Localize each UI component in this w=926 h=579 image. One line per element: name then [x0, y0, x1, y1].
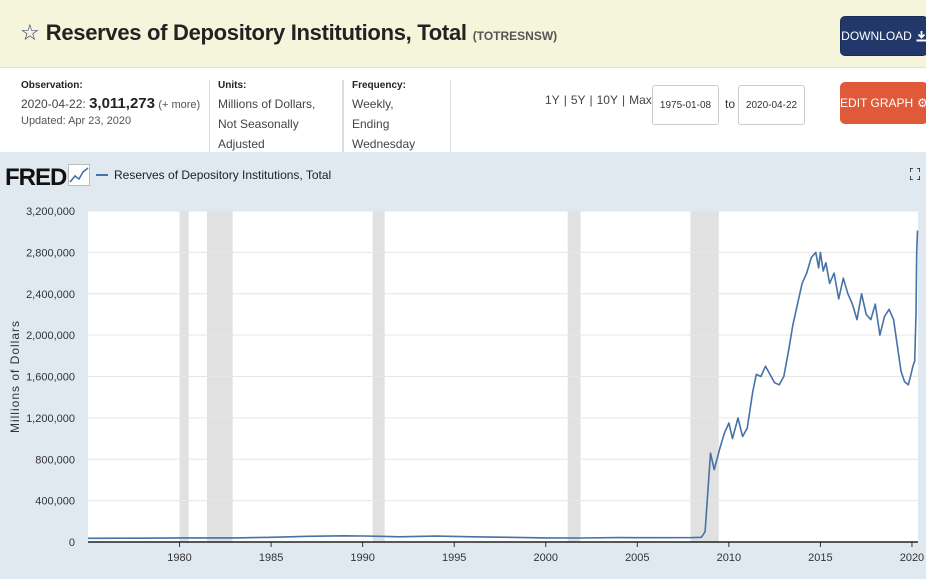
- range-10y-link[interactable]: 10Y: [596, 93, 618, 107]
- observation-value: 3,011,273: [89, 95, 155, 112]
- range-max-link[interactable]: Max: [629, 93, 652, 107]
- observation-more-link[interactable]: (+ more): [158, 99, 201, 111]
- start-date-input[interactable]: [652, 85, 719, 125]
- range-links: 1Y | 5Y | 10Y | Max: [545, 93, 652, 107]
- edit-graph-label: EDIT GRAPH: [840, 96, 914, 110]
- y-tick-label: 400,000: [35, 496, 75, 508]
- frequency-block: Frequency: Weekly, Ending Wednesday: [343, 80, 451, 152]
- range-1y-link[interactable]: 1Y: [545, 93, 560, 107]
- download-icon: [916, 30, 926, 41]
- legend-label: Reserves of Depository Institutions, Tot…: [114, 168, 332, 182]
- range-separator: |: [563, 93, 567, 107]
- x-tick-label: 1985: [259, 552, 283, 564]
- gear-icon: ⚙: [917, 96, 926, 110]
- y-tick-label: 1,200,000: [26, 413, 75, 425]
- header-bar: ☆ Reserves of Depository Institutions, T…: [0, 0, 926, 68]
- range-separator: |: [589, 93, 593, 107]
- y-axis-label: Millions of Dollars: [8, 320, 22, 433]
- frequency-line-1: Weekly,: [352, 97, 394, 111]
- units-label: Units:: [218, 80, 247, 91]
- series-id: (TOTRESNSW): [472, 29, 558, 43]
- y-tick-label: 1,600,000: [26, 372, 75, 384]
- series-meta: Observation: 2020-04-22: 3,011,273 (+ mo…: [0, 68, 926, 152]
- x-tick-label: 1990: [350, 552, 374, 564]
- fred-logo-chart-icon: [68, 164, 90, 186]
- y-tick-label: 3,200,000: [26, 206, 75, 218]
- units-block: Units: Millions of Dollars, Not Seasonal…: [209, 80, 343, 152]
- series-line: [87, 230, 919, 540]
- frequency-label: Frequency:: [352, 80, 406, 91]
- units-line-2: Not Seasonally Adjusted: [218, 117, 299, 151]
- observation-label: Observation:: [21, 80, 83, 91]
- y-tick-label: 2,400,000: [26, 289, 75, 301]
- range-5y-link[interactable]: 5Y: [570, 93, 586, 107]
- y-tick-label: 0: [69, 537, 75, 549]
- page-title: Reserves of Depository Institutions, Tot…: [45, 20, 467, 45]
- units-line-1: Millions of Dollars,: [218, 97, 316, 111]
- updated-date: Updated: Apr 23, 2020: [21, 115, 132, 127]
- chart-legend: Reserves of Depository Institutions, Tot…: [96, 168, 331, 182]
- fred-logo: FRED: [5, 164, 67, 191]
- y-tick-label: 2,000,000: [26, 330, 75, 342]
- legend-swatch: [96, 174, 108, 176]
- x-tick-label: 2010: [717, 552, 741, 564]
- frequency-line-2: Ending Wednesday: [352, 117, 416, 151]
- y-tick-label: 2,800,000: [26, 247, 75, 259]
- download-button[interactable]: DOWNLOAD: [840, 16, 926, 56]
- x-tick-label: 2020: [900, 552, 924, 564]
- star-outline-icon[interactable]: ☆: [20, 20, 40, 45]
- download-label: DOWNLOAD: [841, 29, 912, 43]
- x-tick-label: 1995: [442, 552, 466, 564]
- to-label: to: [725, 97, 736, 111]
- y-tick-label: 800,000: [35, 454, 75, 466]
- x-tick-label: 2015: [808, 552, 832, 564]
- edit-graph-button[interactable]: EDIT GRAPH ⚙: [840, 82, 926, 124]
- observation-line: 2020-04-22: 3,011,273 (+ more): [21, 94, 201, 115]
- end-date-input[interactable]: [738, 85, 805, 125]
- x-tick-label: 2005: [625, 552, 649, 564]
- x-tick-label: 2000: [534, 552, 558, 564]
- x-tick-label: 1980: [167, 552, 191, 564]
- observation-block: Observation: 2020-04-22: 3,011,273 (+ mo…: [13, 80, 209, 152]
- observation-date: 2020-04-22:: [21, 97, 86, 111]
- title-group: ☆ Reserves of Depository Institutions, T…: [20, 20, 557, 46]
- range-separator: |: [621, 93, 626, 107]
